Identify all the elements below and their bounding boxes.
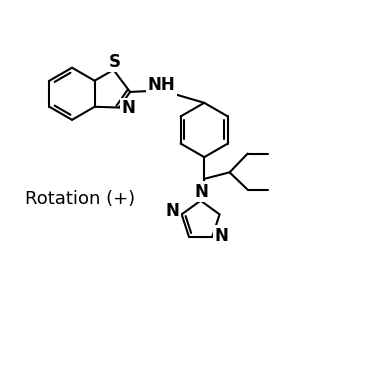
Text: N: N bbox=[122, 99, 135, 117]
Text: NH: NH bbox=[148, 76, 176, 95]
Text: S: S bbox=[109, 53, 121, 71]
Text: N: N bbox=[166, 203, 180, 220]
Text: N: N bbox=[215, 227, 229, 245]
Text: N: N bbox=[195, 182, 209, 200]
Text: Rotation (+): Rotation (+) bbox=[25, 190, 135, 208]
